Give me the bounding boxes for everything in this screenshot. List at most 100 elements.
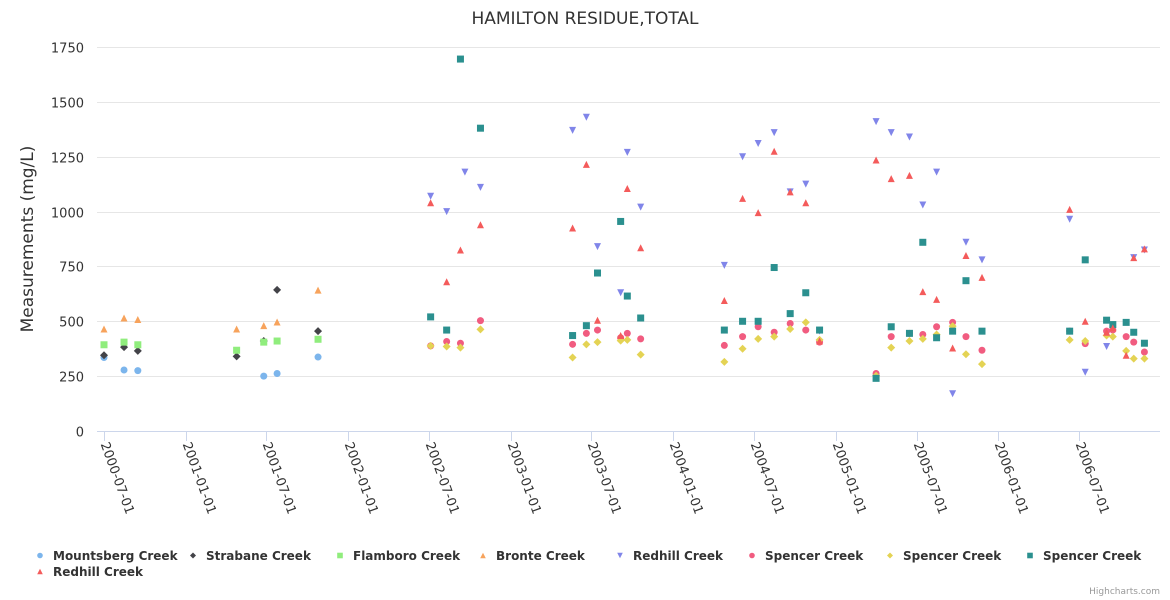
data-point[interactable] — [961, 350, 970, 359]
data-point[interactable] — [739, 333, 747, 341]
data-point[interactable] — [1109, 324, 1117, 332]
data-point[interactable] — [594, 326, 602, 334]
data-point[interactable] — [720, 296, 728, 304]
data-point[interactable] — [637, 314, 645, 322]
data-point[interactable] — [120, 366, 128, 374]
legend-item[interactable]: Mountsberg Creek — [37, 549, 179, 563]
data-point[interactable] — [1065, 335, 1074, 344]
data-point[interactable] — [134, 367, 142, 375]
data-point[interactable] — [1108, 332, 1117, 341]
data-point[interactable] — [919, 201, 927, 209]
data-point[interactable] — [569, 224, 577, 232]
data-point[interactable] — [427, 192, 435, 200]
data-point[interactable] — [637, 244, 645, 252]
data-point[interactable] — [594, 316, 602, 324]
data-point[interactable] — [569, 332, 577, 340]
data-point[interactable] — [949, 327, 957, 335]
data-point[interactable] — [582, 340, 591, 349]
data-point[interactable] — [739, 194, 747, 202]
data-point[interactable] — [770, 328, 778, 336]
data-point[interactable] — [754, 323, 762, 331]
data-point[interactable] — [1130, 254, 1138, 262]
legend-item[interactable]: Strabane Creek — [190, 549, 312, 563]
data-point[interactable] — [770, 332, 779, 341]
data-point[interactable] — [1130, 328, 1138, 336]
data-point[interactable] — [720, 341, 728, 349]
data-point[interactable] — [427, 313, 435, 321]
data-point[interactable] — [962, 238, 970, 246]
data-point[interactable] — [1081, 337, 1090, 346]
data-point[interactable] — [260, 372, 268, 380]
data-point[interactable] — [1103, 343, 1111, 351]
data-point[interactable] — [443, 337, 451, 345]
data-point[interactable] — [1081, 368, 1089, 376]
data-point[interactable] — [1130, 338, 1138, 346]
data-point[interactable] — [1081, 317, 1089, 325]
data-point[interactable] — [134, 316, 142, 324]
data-point[interactable] — [905, 133, 913, 141]
data-point[interactable] — [617, 289, 625, 297]
data-point[interactable] — [100, 325, 108, 333]
legend-item[interactable]: Redhill Creek — [617, 549, 724, 563]
data-point[interactable] — [872, 156, 880, 164]
data-point[interactable] — [919, 288, 927, 296]
data-point[interactable] — [802, 180, 810, 188]
data-point[interactable] — [623, 335, 632, 344]
data-point[interactable] — [720, 261, 728, 269]
data-point[interactable] — [273, 337, 281, 345]
data-point[interactable] — [456, 246, 464, 254]
data-point[interactable] — [720, 357, 729, 366]
data-point[interactable] — [617, 217, 625, 225]
data-point[interactable] — [232, 352, 241, 361]
data-point[interactable] — [786, 188, 794, 196]
data-point[interactable] — [617, 332, 625, 340]
data-point[interactable] — [754, 209, 762, 217]
data-point[interactable] — [623, 148, 631, 156]
data-point[interactable] — [933, 295, 941, 303]
legend-symbol-icon[interactable] — [37, 552, 43, 559]
data-point[interactable] — [637, 203, 645, 211]
data-point[interactable] — [443, 326, 451, 334]
data-point[interactable] — [476, 317, 484, 325]
data-point[interactable] — [569, 126, 577, 134]
data-point[interactable] — [872, 374, 880, 382]
data-point[interactable] — [593, 338, 602, 347]
data-point[interactable] — [100, 351, 108, 360]
data-point[interactable] — [978, 327, 986, 335]
data-point[interactable] — [754, 140, 762, 148]
data-point[interactable] — [919, 330, 927, 338]
data-point[interactable] — [314, 353, 322, 361]
data-point[interactable] — [1122, 333, 1130, 341]
legend-item[interactable]: Spencer Creek — [887, 549, 1002, 563]
data-point[interactable] — [637, 335, 645, 343]
data-point[interactable] — [887, 323, 895, 331]
legend-symbol-icon[interactable] — [749, 552, 755, 559]
data-point[interactable] — [1103, 316, 1111, 324]
data-point[interactable] — [949, 344, 957, 352]
data-point[interactable] — [872, 118, 880, 126]
data-point[interactable] — [738, 344, 747, 353]
data-point[interactable] — [1140, 348, 1148, 356]
data-point[interactable] — [273, 318, 281, 326]
data-point[interactable] — [949, 390, 957, 398]
data-point[interactable] — [1122, 346, 1131, 355]
data-point[interactable] — [260, 322, 268, 330]
data-point[interactable] — [802, 326, 810, 334]
data-point[interactable] — [260, 338, 268, 346]
data-point[interactable] — [786, 319, 794, 327]
legend-symbol-icon[interactable] — [617, 552, 623, 559]
data-point[interactable] — [887, 333, 895, 341]
data-point[interactable] — [314, 335, 322, 343]
data-point[interactable] — [754, 317, 762, 325]
data-point[interactable] — [816, 326, 824, 334]
data-point[interactable] — [962, 251, 970, 259]
data-point[interactable] — [443, 208, 451, 216]
data-point[interactable] — [476, 325, 485, 334]
data-point[interactable] — [962, 277, 970, 285]
data-point[interactable] — [802, 199, 810, 207]
data-point[interactable] — [933, 334, 941, 342]
data-point[interactable] — [1081, 256, 1089, 264]
legend-item[interactable]: Spencer Creek — [1027, 549, 1142, 563]
data-point[interactable] — [977, 360, 986, 369]
legend-symbol-icon[interactable] — [337, 552, 343, 559]
